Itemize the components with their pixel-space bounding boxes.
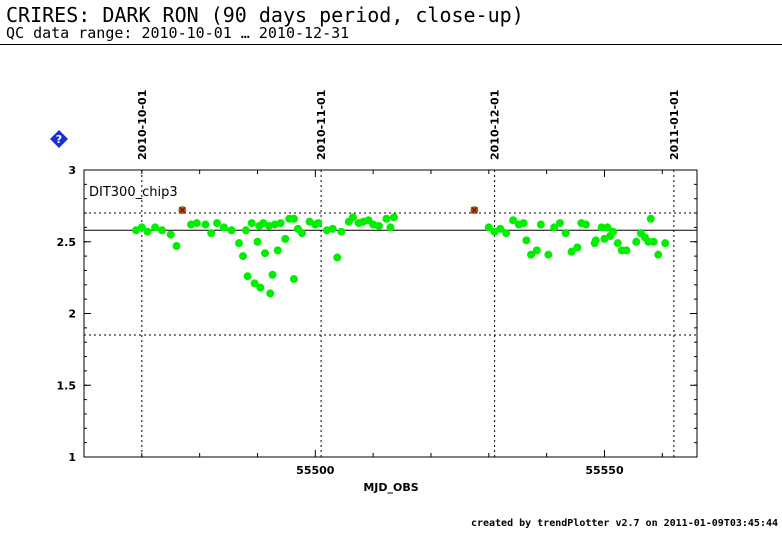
- data-point: [250, 279, 259, 288]
- data-point: [137, 223, 146, 232]
- data-point: [532, 246, 541, 255]
- data-point: [253, 237, 262, 246]
- qc-data-range: QC data range: 2010-10-01 … 2010-12-31: [6, 24, 350, 42]
- x-axis-label: MJD_OBS: [363, 481, 418, 494]
- outlier-cross: [178, 206, 186, 214]
- data-point: [273, 246, 282, 255]
- data-point: [213, 219, 222, 228]
- data-point: [172, 242, 181, 251]
- data-point: [484, 223, 493, 232]
- header-divider: [0, 44, 782, 45]
- data-point: [158, 226, 167, 235]
- data-point: [328, 224, 337, 233]
- y-tick-label: 1.5: [57, 379, 77, 392]
- data-point: [613, 239, 622, 248]
- data-point: [166, 230, 175, 239]
- data-point: [243, 272, 252, 281]
- data-point: [192, 219, 201, 228]
- data-point: [241, 226, 250, 235]
- data-point: [386, 223, 395, 232]
- data-point: [314, 219, 323, 228]
- data-point: [536, 220, 545, 229]
- data-point: [661, 239, 670, 248]
- data-point: [143, 227, 152, 236]
- data-point: [509, 216, 518, 225]
- data-point: [266, 289, 275, 298]
- data-point: [567, 247, 576, 256]
- data-point: [597, 223, 606, 232]
- y-tick-label: 2: [68, 308, 76, 321]
- data-point: [234, 239, 243, 248]
- plot-area: 1 1.5 2 2.5 3 55500 55550 2010-10-01 2010-11-01 2…: [57, 90, 698, 477]
- data-point: [239, 252, 248, 261]
- data-point: [382, 214, 391, 223]
- data-point: [561, 229, 570, 238]
- data-point: [333, 253, 342, 262]
- data-point: [555, 219, 564, 228]
- data-point: [276, 219, 285, 228]
- help-icon-diamond: [50, 130, 68, 148]
- data-point: [281, 234, 290, 243]
- data-point: [591, 236, 600, 245]
- plot-series-label: DIT300_chip3: [89, 185, 178, 200]
- data-point: [337, 227, 346, 236]
- data-point: [207, 229, 216, 238]
- data-point: [603, 223, 612, 232]
- data-point: [201, 220, 210, 229]
- data-point: [522, 236, 531, 245]
- y-tick-label: 1: [68, 451, 76, 464]
- help-icon-glyph: ?: [56, 133, 62, 146]
- data-point: [247, 219, 256, 228]
- x-tick-label: 55550: [585, 464, 624, 477]
- data-point: [151, 223, 160, 232]
- data-point: [573, 243, 582, 252]
- data-point: [348, 213, 357, 222]
- chart-title: CRIRES: DARK RON (90 days period, close-…: [6, 3, 524, 27]
- data-point: [298, 229, 307, 238]
- data-point: [289, 214, 298, 223]
- data-point: [632, 237, 641, 246]
- data-point: [544, 250, 553, 259]
- outlier-cross: [470, 206, 478, 214]
- date-marker-label: 2010-10-01: [136, 90, 149, 160]
- data-point: [654, 250, 663, 259]
- data-point: [256, 283, 265, 292]
- data-point: [389, 213, 398, 222]
- data-point: [649, 237, 658, 246]
- data-point: [219, 223, 228, 232]
- y-tick-label: 3: [68, 164, 76, 177]
- data-point: [227, 226, 236, 235]
- y-tick-label: 2.5: [57, 236, 77, 249]
- data-point: [527, 250, 536, 259]
- data-point: [502, 229, 511, 238]
- data-point: [374, 221, 383, 230]
- x-tick-label: 55500: [296, 464, 335, 477]
- data-point: [609, 227, 618, 236]
- data-point: [550, 223, 559, 232]
- date-marker-label: 2010-11-01: [315, 90, 328, 160]
- date-marker-label: 2010-12-01: [489, 90, 502, 160]
- data-point: [581, 220, 590, 229]
- data-point: [268, 270, 277, 279]
- data-point: [622, 246, 631, 255]
- data-point: [289, 275, 298, 284]
- footer-credit: created by trendPlotter v2.7 on 2011-01-…: [470, 518, 778, 529]
- date-marker-label: 2011-01-01: [668, 90, 681, 160]
- data-point: [261, 249, 270, 258]
- data-point: [646, 214, 655, 223]
- data-point: [496, 224, 505, 233]
- help-icon[interactable]: ?: [50, 130, 68, 148]
- data-point: [519, 219, 528, 228]
